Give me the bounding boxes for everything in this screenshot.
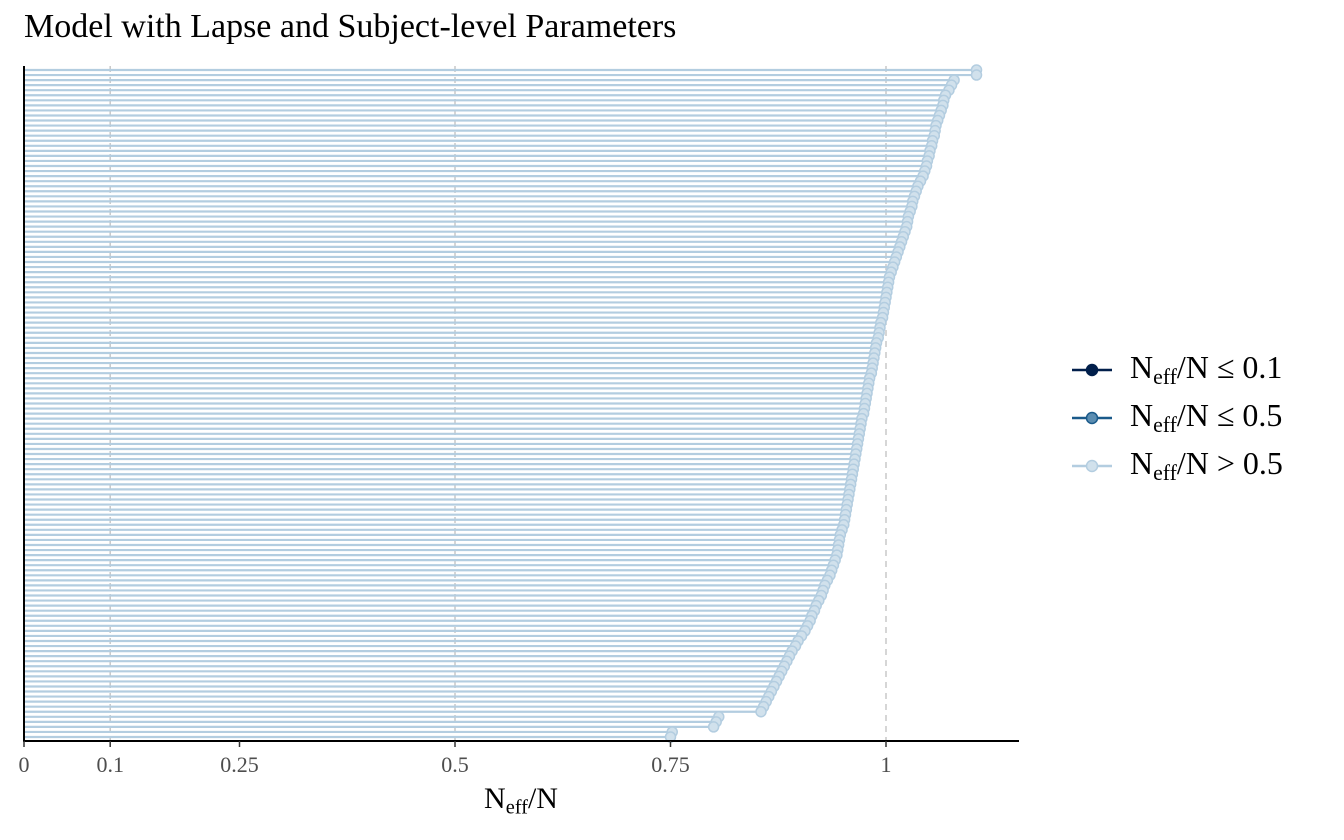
- x-tick-label: 1: [881, 752, 892, 777]
- lollipop-point: [755, 705, 767, 718]
- legend-key-le05: [1072, 411, 1112, 425]
- x-tick-label: 0.5: [441, 752, 469, 777]
- x-tick-label: 0.1: [96, 752, 124, 777]
- chart-title: Model with Lapse and Subject-level Param…: [24, 8, 677, 45]
- legend-item-le05: Neff/N ≤ 0.5: [1072, 394, 1283, 442]
- legend-item-gt05: Neff/N > 0.5: [1072, 442, 1283, 490]
- legend-label-gt05: Neff/N > 0.5: [1130, 445, 1283, 486]
- legend-label-le01: Neff/N ≤ 0.1: [1130, 349, 1283, 390]
- legend-label-le05: Neff/N ≤ 0.5: [1130, 397, 1283, 438]
- legend: Neff/N ≤ 0.1 Neff/N ≤ 0.5 Neff/N > 0.5: [1072, 346, 1283, 490]
- x-tick-label: 0.25: [220, 752, 259, 777]
- lollipop-point: [970, 69, 983, 81]
- lollipop-points: [664, 64, 983, 743]
- x-axis-label-sub: eff: [505, 796, 528, 819]
- legend-key-gt05: [1072, 459, 1112, 473]
- lollipop-stems: [24, 68, 977, 739]
- x-tick-label: 0: [19, 752, 30, 777]
- legend-key-le01: [1072, 363, 1112, 377]
- lollipop-point: [707, 721, 720, 733]
- x-axis-ticks: 0 0.1 0.25 0.5 0.75 1: [19, 741, 892, 777]
- legend-item-le01: Neff/N ≤ 0.1: [1072, 346, 1283, 394]
- x-tick-label: 0.75: [651, 752, 690, 777]
- x-axis-label-rest: /N: [527, 782, 558, 815]
- x-axis-label: Neff/N: [484, 782, 558, 820]
- reference-lines: [109, 66, 887, 740]
- x-axis-label-main: N: [484, 782, 506, 815]
